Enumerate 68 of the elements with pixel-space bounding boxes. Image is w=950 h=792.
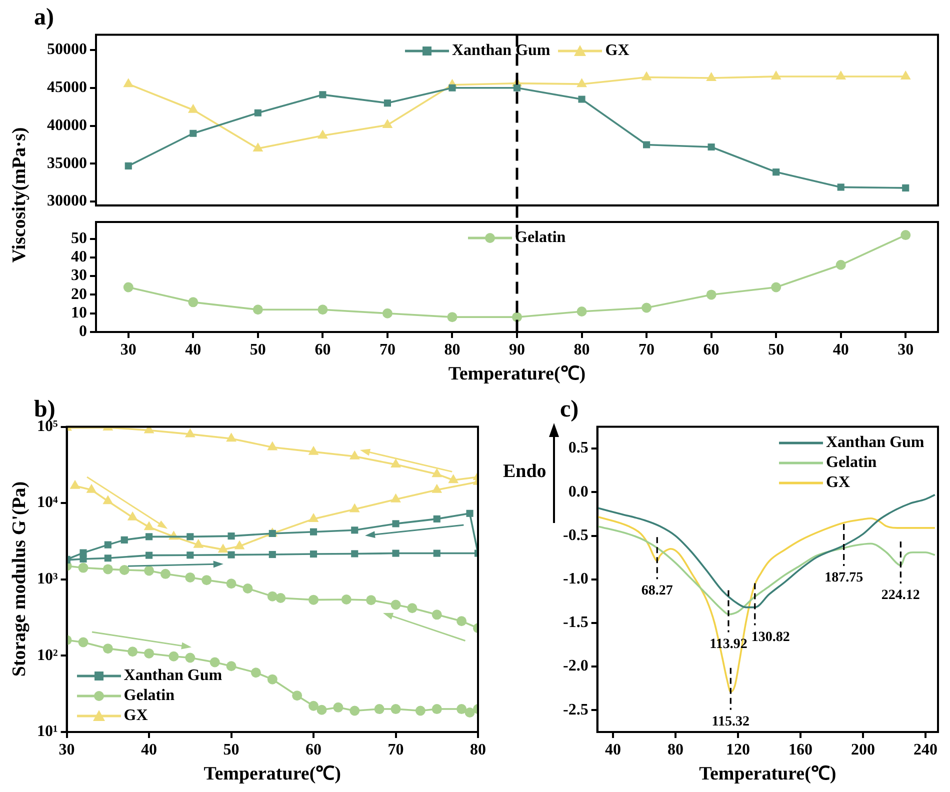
x-tick-label: 40	[832, 342, 849, 359]
legend-label: Xanthan Gum	[124, 667, 222, 685]
y-tick-label: 30	[71, 267, 87, 284]
x-tick-label: 200	[850, 742, 875, 759]
x-tick-label: 70	[388, 742, 404, 759]
annotation: 130.82	[751, 630, 790, 645]
y-axis-title: Viscosity(mPa·s)	[9, 127, 31, 263]
y-tick-label: 40	[71, 248, 87, 266]
legend-label: Gelatin	[124, 687, 174, 705]
y-tick-label: 0.0	[568, 483, 588, 500]
annotation: 224.12	[881, 588, 920, 604]
legend-label: GX	[605, 42, 630, 60]
y-tick-label: 0.5	[568, 440, 588, 457]
y-tick-label: 35000	[47, 154, 87, 172]
x-axis-title: Temperature(℃)	[448, 364, 586, 385]
y-axis-title: Endo	[503, 460, 546, 483]
chart-title: a)	[34, 4, 54, 31]
y-tick-label: 10³	[37, 570, 58, 588]
x-tick-label: 80	[470, 742, 486, 759]
x-tick-label: 70	[379, 342, 396, 359]
x-tick-label: 50	[768, 342, 784, 359]
y-tick-label: 10⁴	[37, 494, 58, 512]
annotation: 115.32	[712, 714, 750, 730]
x-tick-label: 70	[638, 342, 655, 359]
y-tick-label: 40000	[47, 116, 87, 134]
y-tick-label: 30000	[47, 192, 87, 210]
y-tick-label: 20	[71, 286, 87, 303]
y-tick-label: -0.5	[563, 526, 588, 544]
x-tick-label: 40	[604, 742, 621, 759]
x-tick-label: 60	[703, 342, 720, 359]
annotation: 68.27	[641, 584, 673, 599]
x-tick-label: 30	[120, 342, 136, 359]
x-axis-title: Temperature(℃)	[699, 764, 836, 785]
y-tick-label: -1.0	[563, 570, 588, 588]
legend-label: GX	[124, 707, 148, 725]
y-tick-label: 10¹	[37, 723, 58, 740]
y-tick-label: 10²	[37, 646, 58, 664]
y-tick-label: 45000	[47, 79, 87, 96]
y-tick-label: 50000	[47, 41, 87, 58]
legend-label: GX	[826, 474, 850, 492]
x-tick-label: 80	[574, 342, 590, 359]
x-tick-label: 60	[306, 742, 322, 759]
legend-label: Xanthan Gum	[452, 42, 550, 60]
legend-label: Gelatin	[826, 454, 877, 472]
y-tick-label: 50	[71, 230, 87, 247]
x-tick-label: 80	[667, 742, 684, 759]
y-tick-label: -1.5	[563, 614, 588, 632]
x-tick-label: 90	[509, 342, 525, 359]
chart-title: c)	[560, 396, 579, 423]
legend-label: Gelatin	[515, 229, 566, 247]
x-tick-label: 40	[185, 342, 202, 359]
y-tick-label: 0	[79, 323, 87, 340]
legend-label: Xanthan Gum	[826, 434, 924, 452]
x-tick-label: 30	[898, 342, 914, 359]
x-axis-title: Temperature(℃)	[204, 764, 341, 785]
x-tick-label: 240	[914, 742, 938, 759]
y-axis-title: Storage modulus G'(Pa)	[9, 482, 31, 678]
x-tick-label: 120	[726, 742, 750, 759]
x-tick-label: 60	[314, 342, 331, 359]
y-tick-label: -2.0	[563, 658, 588, 675]
x-tick-label: 50	[250, 342, 266, 359]
x-tick-label: 160	[788, 742, 812, 759]
x-tick-label: 40	[141, 742, 158, 759]
y-tick-label: -2.5	[563, 701, 588, 718]
x-tick-label: 50	[223, 742, 240, 759]
annotation: 187.75	[824, 570, 864, 586]
y-tick-label: 10	[71, 304, 87, 322]
x-tick-label: 80	[444, 342, 460, 359]
